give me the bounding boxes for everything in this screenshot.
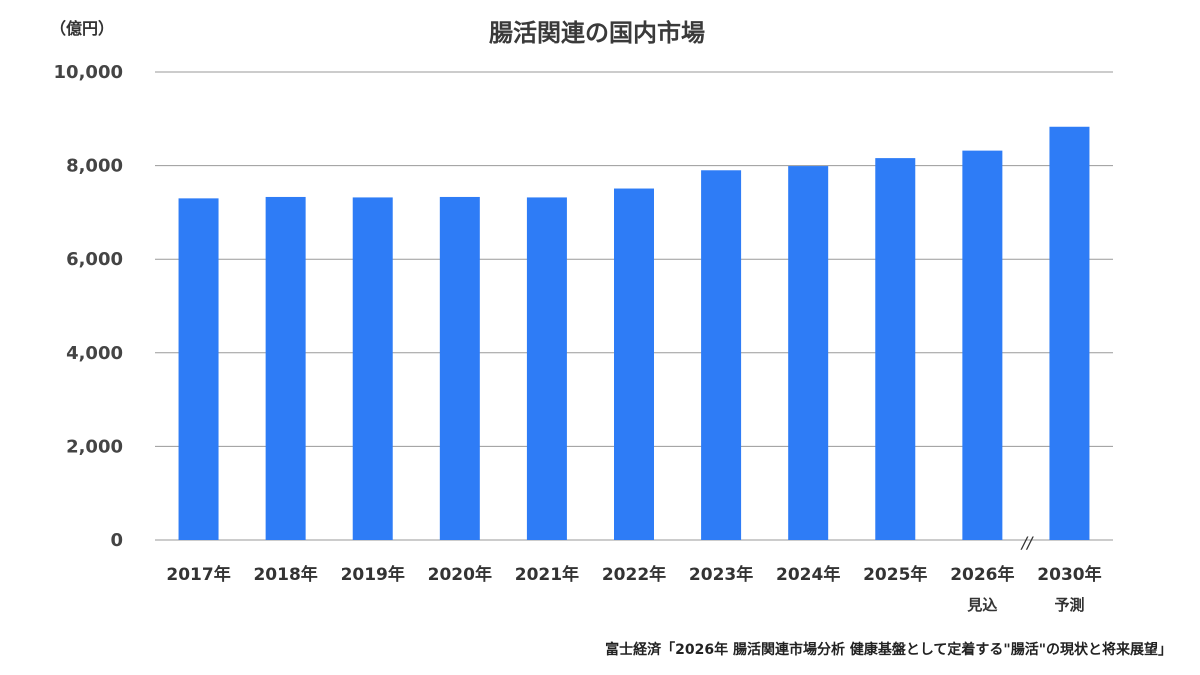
bar (701, 170, 742, 540)
y-tick-label: 8,000 (66, 156, 123, 177)
bar (788, 166, 829, 540)
bar (1049, 126, 1090, 541)
x-tick-label: 2020年 (428, 564, 492, 585)
x-tick-sublabel: 予測 (1054, 596, 1084, 614)
bar (178, 198, 219, 541)
x-tick-label: 2017年 (166, 564, 230, 585)
x-tick-label: 2022年 (602, 564, 666, 585)
source-note: 富士経済「2026年 腸活関連市場分析 健康基盤として定着する"腸活"の現状と将… (605, 641, 1172, 658)
x-tick-label: 2024年 (776, 564, 840, 585)
x-tick-label: 2018年 (253, 564, 317, 585)
bar (526, 197, 567, 540)
bar (439, 196, 480, 540)
x-tick-label: 2023年 (689, 564, 753, 585)
bar (875, 158, 916, 540)
y-tick-label: 4,000 (66, 343, 123, 364)
x-tick-sublabel: 見込 (966, 596, 997, 614)
bar (614, 188, 654, 541)
bar (352, 197, 393, 540)
y-unit-label: （億円） (50, 19, 114, 38)
bar (962, 150, 1003, 540)
bars (178, 126, 1090, 541)
bar (265, 196, 306, 540)
x-tick-label: 2019年 (341, 564, 405, 585)
x-tick-label: 2021年 (515, 564, 579, 585)
axis-break-mark: // (1020, 533, 1034, 552)
y-tick-label: 0 (110, 530, 123, 551)
x-tick-label: 2025年 (863, 564, 927, 585)
y-axis-ticks: 0 2,000 4,000 6,000 8,000 10,000 (54, 62, 123, 551)
chart-title: 腸活関連の国内市場 (489, 19, 705, 47)
y-tick-label: 2,000 (66, 436, 123, 457)
x-tick-label: 2026年 (950, 564, 1014, 585)
y-tick-label: 6,000 (66, 249, 123, 270)
x-tick-label: 2030年 (1037, 564, 1101, 585)
y-tick-label: 10,000 (54, 62, 123, 83)
x-axis-ticks: 2017年 2018年 2019年 2020年 2021年 2022年 2023年 2024年… (166, 564, 1101, 614)
